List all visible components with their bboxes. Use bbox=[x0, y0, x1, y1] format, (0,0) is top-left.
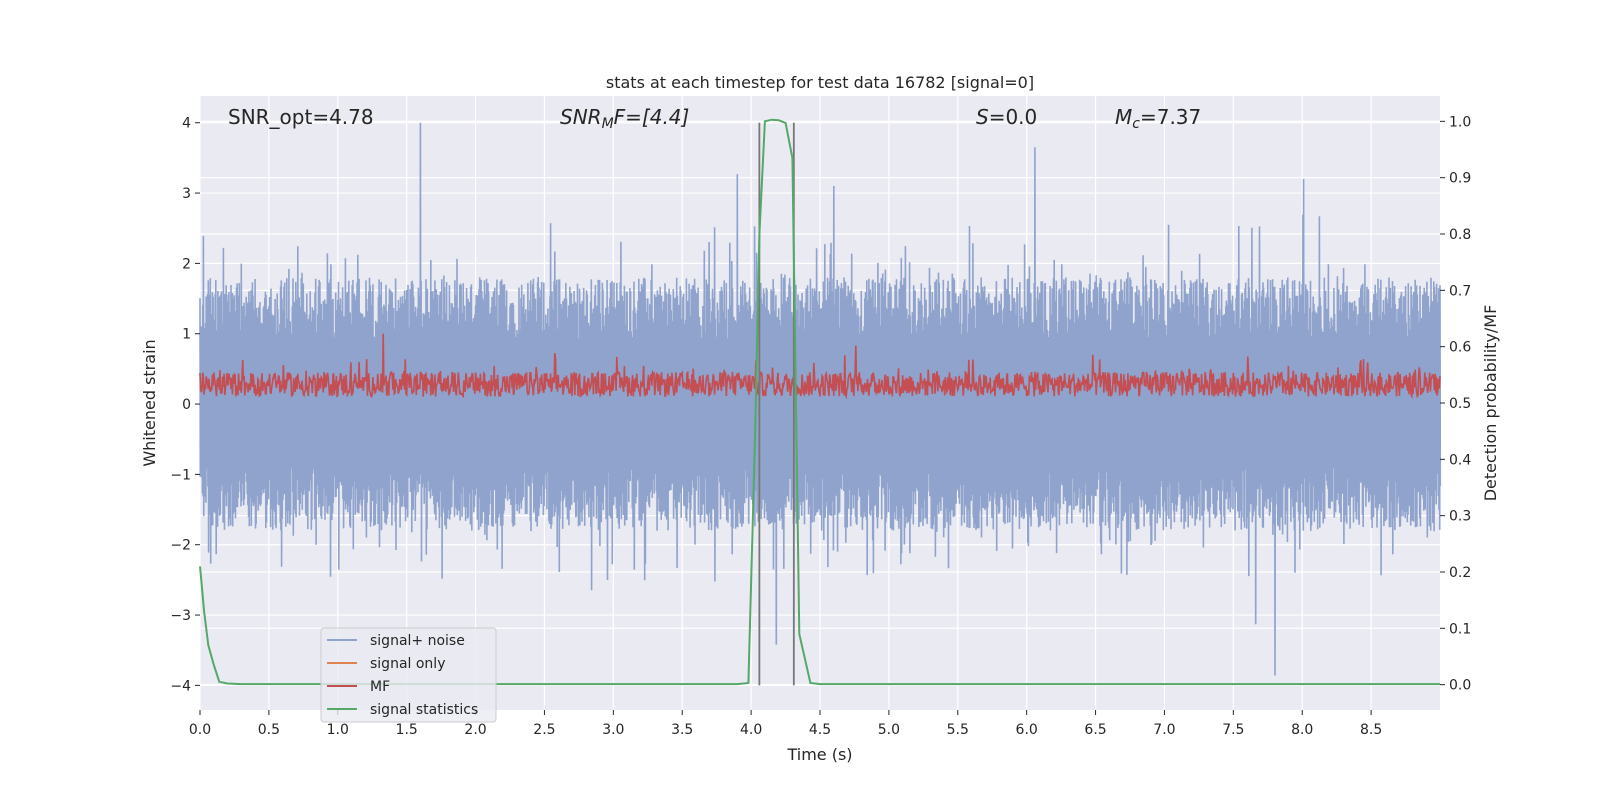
annotation-snr-mf: SNRMF=[4.4] bbox=[560, 105, 689, 132]
y-left-tick-label: −2 bbox=[170, 538, 191, 554]
y-right-tick-label: 0.5 bbox=[1449, 396, 1471, 412]
x-tick-label: 6.5 bbox=[1084, 722, 1106, 738]
x-tick-label: 3.0 bbox=[602, 722, 624, 738]
x-tick-label: 7.5 bbox=[1222, 722, 1244, 738]
legend-label-signal-only: signal only bbox=[370, 656, 445, 672]
legend-label-noise: signal+ noise bbox=[370, 633, 465, 649]
x-tick-label: 7.0 bbox=[1153, 722, 1175, 738]
y-left-tick-label: 2 bbox=[182, 256, 191, 272]
legend-box bbox=[320, 627, 497, 723]
annotation-snr-opt: SNR_opt=4.78 bbox=[228, 105, 374, 129]
x-tick-label: 3.5 bbox=[671, 722, 693, 738]
legend-label-signal-statistics: signal statistics bbox=[370, 702, 478, 718]
y-left-tick-label: 3 bbox=[182, 186, 191, 202]
legend-label-mf: MF bbox=[370, 679, 390, 695]
x-tick-label: 8.5 bbox=[1360, 722, 1382, 738]
y-left-axis-label: Whitened strain bbox=[140, 339, 159, 466]
x-tick-label: 1.5 bbox=[396, 722, 418, 738]
legend: signal+ noise signal only MF signal stat… bbox=[320, 627, 497, 723]
x-tick-label: 2.0 bbox=[464, 722, 486, 738]
x-tick-label: 1.0 bbox=[327, 722, 349, 738]
y-right-tick-label: 0.7 bbox=[1449, 283, 1471, 299]
x-tick-label: 4.0 bbox=[740, 722, 762, 738]
y-right-tick-label: 0.3 bbox=[1449, 509, 1471, 525]
y-right-tick-label: 0.1 bbox=[1449, 621, 1471, 637]
mf-trace bbox=[199, 333, 1441, 400]
y-left-axis-ticks: 4 3 2 1 0 −1 −2 −3 −4 bbox=[170, 116, 200, 694]
signal-statistics-trace bbox=[199, 118, 1440, 686]
y-right-tick-label: 0.8 bbox=[1449, 227, 1471, 243]
x-axis-ticks: 0.0 0.5 1.0 1.5 2.0 2.5 3.0 3.5 4.0 4.5 5.0 5.5 6.0 6… bbox=[189, 710, 1382, 738]
signal-statistics-series bbox=[199, 118, 1440, 686]
mf-series bbox=[199, 333, 1441, 400]
x-tick-label: 0.0 bbox=[189, 722, 211, 738]
y-left-tick-label: −1 bbox=[170, 467, 191, 483]
y-right-tick-label: 0.6 bbox=[1449, 340, 1471, 356]
y-right-tick-label: 0.4 bbox=[1449, 452, 1471, 468]
y-left-tick-label: −4 bbox=[170, 678, 191, 694]
y-right-tick-label: 1.0 bbox=[1449, 114, 1471, 130]
x-tick-label: 5.5 bbox=[947, 722, 969, 738]
y-left-tick-label: 0 bbox=[182, 397, 191, 413]
chart-title: stats at each timestep for test data 167… bbox=[606, 73, 1034, 92]
y-right-tick-label: 0.9 bbox=[1449, 171, 1471, 187]
y-left-tick-label: −3 bbox=[170, 608, 191, 624]
x-axis-label: Time (s) bbox=[786, 745, 852, 764]
x-tick-label: 0.5 bbox=[258, 722, 280, 738]
y-right-axis-ticks: 1.0 0.9 0.8 0.7 0.6 0.5 0.4 0.3 0.2 0.1 0.0 bbox=[1440, 114, 1471, 694]
y-left-tick-label: 1 bbox=[182, 327, 191, 343]
y-right-axis-label: Detection probability/MF bbox=[1481, 305, 1500, 502]
x-tick-label: 5.0 bbox=[878, 722, 900, 738]
y-left-tick-label: 4 bbox=[182, 116, 191, 132]
x-tick-label: 8.0 bbox=[1291, 722, 1313, 738]
annotation-mc: Mc=7.37 bbox=[1115, 105, 1201, 132]
x-tick-label: 6.0 bbox=[1016, 722, 1038, 738]
signal-noise-series bbox=[199, 122, 1442, 676]
annotation-s: S=0.0 bbox=[976, 105, 1037, 129]
x-tick-label: 2.5 bbox=[533, 722, 555, 738]
x-tick-label: 4.5 bbox=[809, 722, 831, 738]
y-right-tick-label: 0.0 bbox=[1449, 678, 1471, 694]
y-right-tick-label: 0.2 bbox=[1449, 565, 1471, 581]
noise-trace bbox=[199, 122, 1442, 676]
